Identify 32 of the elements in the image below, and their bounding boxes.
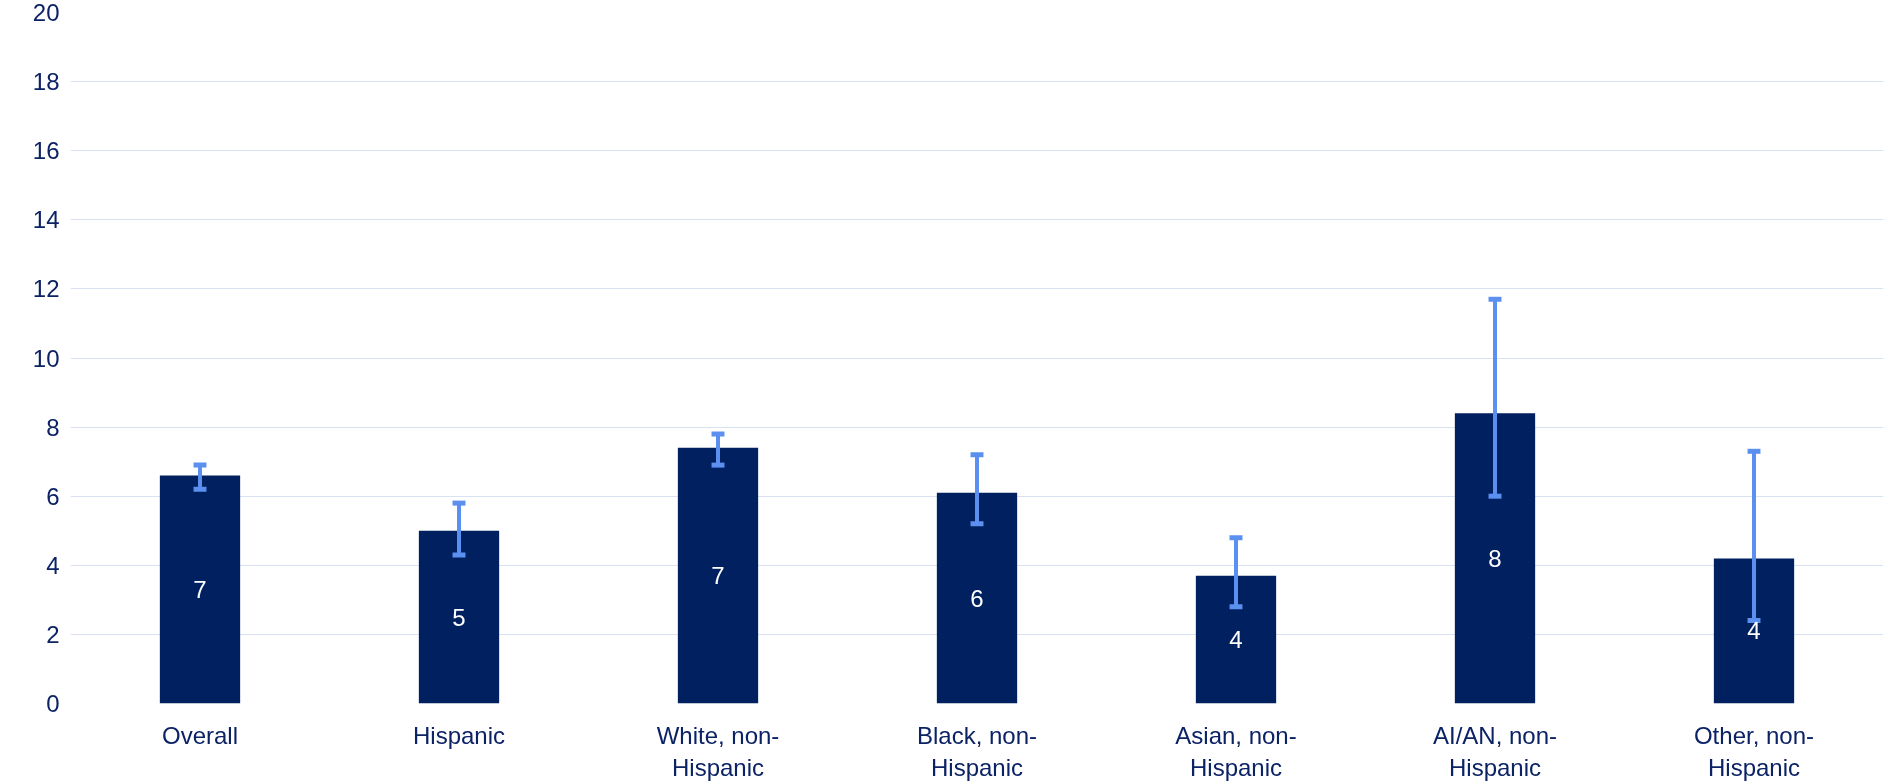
bar <box>1713 558 1795 704</box>
y-tick-label: 6 <box>46 482 60 510</box>
bar <box>936 492 1018 704</box>
y-tick-label: 4 <box>46 551 60 579</box>
data-label: 8 <box>1488 544 1502 572</box>
y-tick-label: 12 <box>32 275 60 303</box>
bar <box>1195 575 1277 704</box>
bar <box>159 475 241 704</box>
x-tick-label: Hispanic <box>412 721 506 749</box>
y-tick-label: 2 <box>46 620 60 648</box>
y-tick-label: 18 <box>32 68 60 96</box>
x-tick-label: AI/AN, non-Hispanic <box>1432 721 1558 781</box>
x-tick-label: Asian, non-Hispanic <box>1175 721 1297 781</box>
bar <box>1454 413 1536 704</box>
x-tick-label: Other, non-Hispanic <box>1693 721 1815 781</box>
y-tick-label: 0 <box>46 690 60 717</box>
bar <box>677 447 759 704</box>
x-tick-label: Overall <box>161 721 239 749</box>
data-label: 7 <box>193 575 207 603</box>
x-tick-label: Black, non-Hispanic <box>916 721 1038 781</box>
y-tick-label: 8 <box>46 413 60 441</box>
y-tick-label: 14 <box>32 206 60 234</box>
bar <box>418 530 500 704</box>
data-label: 4 <box>1747 617 1761 645</box>
data-label: 4 <box>1229 626 1243 654</box>
y-tick-label: 20 <box>32 0 60 26</box>
y-tick-label: 16 <box>32 137 60 165</box>
y-tick-label: 10 <box>32 344 60 372</box>
data-label: 7 <box>711 562 725 590</box>
data-label: 5 <box>452 603 466 631</box>
data-label: 6 <box>970 584 984 612</box>
x-tick-label: White, non-Hispanic <box>656 721 780 781</box>
